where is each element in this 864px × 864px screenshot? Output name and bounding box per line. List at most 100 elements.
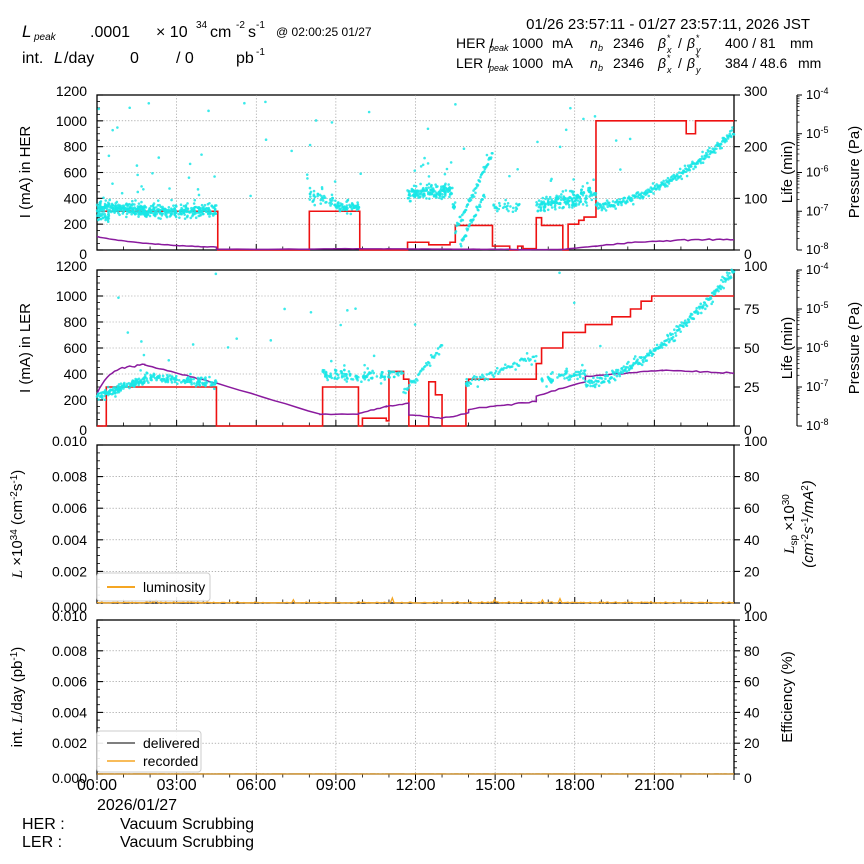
svg-text:400: 400: [64, 190, 88, 206]
svg-text:cm: cm: [210, 24, 231, 41]
svg-text:0.004: 0.004: [52, 704, 87, 720]
svg-text:HER I: HER I: [456, 35, 493, 51]
svg-text:1000: 1000: [512, 55, 543, 71]
svg-text:luminosity: luminosity: [143, 579, 205, 595]
svg-text:I (mA) in LER: I (mA) in LER: [17, 303, 34, 393]
svg-text:× 10: × 10: [156, 24, 188, 41]
svg-text:0.008: 0.008: [52, 643, 87, 659]
svg-text:200: 200: [744, 139, 768, 155]
svg-text:20: 20: [744, 735, 760, 751]
svg-text:mA: mA: [552, 55, 574, 71]
svg-text:00:00: 00:00: [77, 777, 117, 794]
svg-text:80: 80: [744, 469, 760, 485]
svg-text:20: 20: [744, 563, 760, 579]
svg-text:Vacuum Scrubbing: Vacuum Scrubbing: [120, 834, 254, 851]
svg-text:*: *: [696, 53, 700, 63]
svg-text:L ×1034 (cm-2s-1): L ×1034 (cm-2s-1): [9, 470, 26, 580]
svg-text:n: n: [590, 35, 598, 51]
svg-text:100: 100: [744, 433, 768, 449]
svg-text:0.008: 0.008: [52, 469, 87, 485]
svg-text:*: *: [667, 53, 671, 63]
svg-text:1000: 1000: [512, 35, 543, 51]
svg-text:1000: 1000: [56, 288, 87, 304]
svg-text:.0001: .0001: [90, 24, 130, 41]
svg-text:Life (min): Life (min): [779, 141, 796, 204]
svg-text:-2: -2: [236, 20, 245, 31]
svg-text:0.002: 0.002: [52, 563, 87, 579]
svg-text:@ 02:00:25 01/27: @ 02:00:25 01/27: [276, 25, 372, 39]
svg-text:Vacuum Scrubbing: Vacuum Scrubbing: [120, 816, 254, 833]
svg-text:0.010: 0.010: [52, 608, 87, 624]
svg-text:200: 200: [64, 392, 88, 408]
svg-text:I (mA) in HER: I (mA) in HER: [17, 126, 34, 219]
svg-text:-1: -1: [256, 47, 265, 58]
svg-text:0.004: 0.004: [52, 532, 87, 548]
svg-text:s: s: [248, 24, 256, 41]
svg-text:300: 300: [744, 83, 768, 99]
svg-text:1200: 1200: [56, 258, 87, 274]
svg-text:β: β: [686, 55, 695, 71]
svg-text:b: b: [598, 63, 603, 73]
svg-text:2346: 2346: [613, 55, 644, 71]
svg-text:0: 0: [744, 770, 752, 786]
svg-text:mm: mm: [798, 55, 821, 71]
svg-text:0.002: 0.002: [52, 735, 87, 751]
svg-text:09:00: 09:00: [316, 777, 356, 794]
svg-text:2026/01/27: 2026/01/27: [97, 797, 177, 814]
svg-text:75: 75: [744, 301, 760, 317]
svg-text:y: y: [695, 65, 701, 75]
svg-text:1000: 1000: [56, 113, 87, 129]
svg-text:0.010: 0.010: [52, 433, 87, 449]
svg-text:15:00: 15:00: [475, 777, 515, 794]
svg-text:x: x: [666, 65, 672, 75]
svg-text:recorded: recorded: [143, 753, 198, 769]
svg-text:int.: int.: [22, 50, 43, 67]
svg-text:β: β: [657, 55, 666, 71]
svg-text:HER :: HER :: [22, 816, 65, 833]
svg-text:Pressure (Pa): Pressure (Pa): [846, 302, 863, 395]
svg-text:n: n: [590, 55, 598, 71]
svg-text:200: 200: [64, 216, 88, 232]
svg-text:50: 50: [744, 340, 760, 356]
svg-text:25: 25: [744, 379, 760, 395]
svg-text:0.006: 0.006: [52, 500, 87, 516]
svg-text:peak: peak: [488, 43, 509, 53]
svg-text:400 / 81: 400 / 81: [725, 35, 776, 51]
svg-text:01/26 23:57:11 - 01/27 23:57:1: 01/26 23:57:11 - 01/27 23:57:11, 2026 JS…: [526, 16, 810, 33]
svg-text:*: *: [696, 33, 700, 43]
svg-text:80: 80: [744, 643, 760, 659]
svg-text:delivered: delivered: [143, 735, 200, 751]
svg-text:Efficiency (%): Efficiency (%): [779, 651, 796, 742]
svg-text:40: 40: [744, 532, 760, 548]
svg-text:100: 100: [744, 258, 768, 274]
svg-text:2346: 2346: [613, 35, 644, 51]
svg-text:40: 40: [744, 704, 760, 720]
svg-text:int. L/day (pb-1): int. L/day (pb-1): [9, 647, 26, 748]
svg-text:100: 100: [744, 190, 768, 206]
svg-text:34: 34: [196, 20, 208, 31]
svg-text:0.006: 0.006: [52, 674, 87, 690]
svg-text:β: β: [657, 35, 666, 51]
svg-text:pb: pb: [236, 50, 254, 67]
svg-text:/ 0: / 0: [176, 50, 194, 67]
svg-text:600: 600: [64, 340, 88, 356]
svg-text:12:00: 12:00: [395, 777, 435, 794]
svg-text:-1: -1: [256, 20, 265, 31]
svg-text:/: /: [678, 35, 682, 51]
svg-text:800: 800: [64, 139, 88, 155]
svg-text:60: 60: [744, 674, 760, 690]
svg-text:600: 600: [64, 165, 88, 181]
svg-text:peak: peak: [33, 32, 57, 43]
svg-text:384 / 48.6: 384 / 48.6: [725, 55, 787, 71]
svg-text:21:00: 21:00: [634, 777, 674, 794]
svg-text:Life (min): Life (min): [779, 317, 796, 380]
svg-text:b: b: [598, 43, 603, 53]
svg-text:β: β: [686, 35, 695, 51]
svg-text:18:00: 18:00: [555, 777, 595, 794]
svg-text:L: L: [54, 50, 63, 67]
svg-text:peak: peak: [488, 63, 509, 73]
svg-text:L: L: [22, 22, 31, 41]
svg-text:0: 0: [130, 50, 139, 67]
svg-text:/: /: [678, 55, 682, 71]
svg-text:06:00: 06:00: [236, 777, 276, 794]
